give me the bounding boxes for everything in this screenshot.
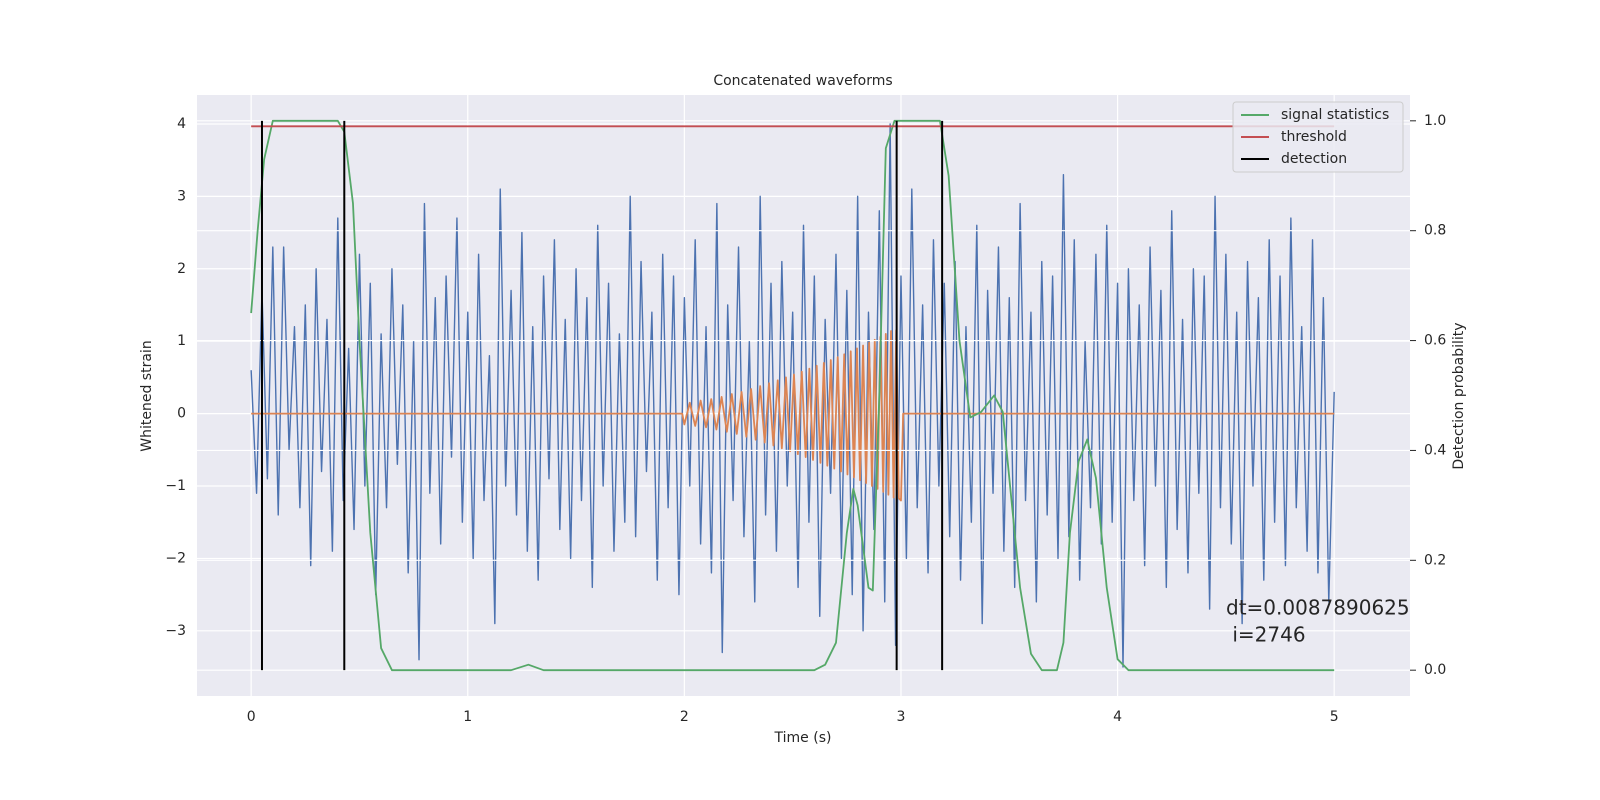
y-tick-label: −3 (165, 623, 186, 639)
chart-title: Concatenated waveforms (713, 73, 892, 89)
y-tick-label: −1 (165, 478, 186, 494)
y2-tick-label: 0.4 (1424, 442, 1446, 458)
x-tick-label: 1 (463, 709, 472, 725)
y-tick-label: 1 (177, 333, 186, 349)
x-tick-label: 5 (1330, 709, 1339, 725)
y-axis-label: Whitened strain (139, 340, 155, 451)
annotation: i=2746 (1226, 623, 1306, 647)
series-line (250, 119, 1335, 672)
legend (1232, 101, 1404, 173)
y-tick-label: −2 (165, 550, 186, 566)
y2-tick-label: 0.6 (1424, 333, 1446, 349)
legend-label: signal statistics (1281, 107, 1389, 123)
series-line (250, 123, 1335, 668)
y2-tick-label: 0.2 (1424, 552, 1446, 568)
y2-axis-label: Detection probability (1451, 322, 1467, 469)
y-tick-label: 2 (177, 261, 186, 277)
x-tick-label: 3 (897, 709, 906, 725)
y2-tick-label: 0.0 (1424, 662, 1446, 678)
annotation: dt=0.0087890625 (1226, 596, 1410, 620)
y2-tick-label: 1.0 (1424, 113, 1446, 129)
y-tick-label: 3 (177, 188, 186, 204)
y2-tick-label: 0.8 (1424, 223, 1446, 239)
legend-label: detection (1281, 151, 1347, 167)
y-tick-label: 0 (177, 406, 186, 422)
x-tick-label: 0 (247, 709, 256, 725)
y-tick-label: 4 (177, 116, 186, 132)
x-tick-label: 2 (680, 709, 689, 725)
x-tick-label: 4 (1113, 709, 1122, 725)
x-axis-label: Time (s) (774, 730, 832, 746)
legend-label: threshold (1281, 129, 1347, 145)
